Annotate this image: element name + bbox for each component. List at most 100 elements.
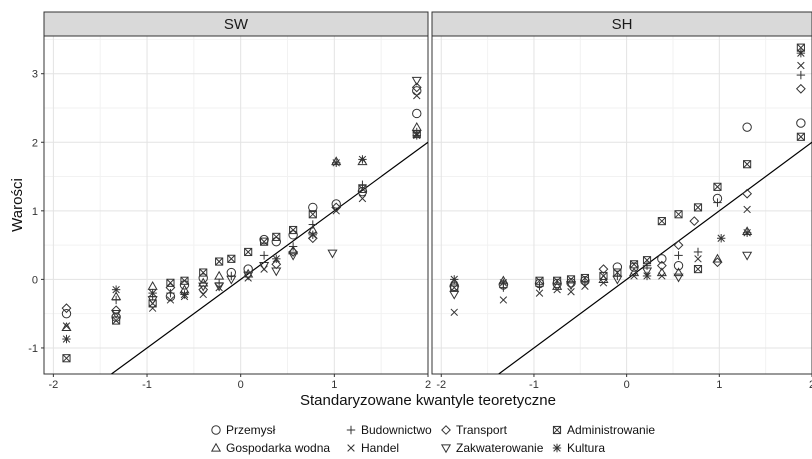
panel-points	[61, 76, 422, 363]
legend-label: Budownictwo	[361, 423, 432, 437]
point-triangle-down	[411, 76, 422, 86]
legend-label: Administrowanie	[567, 423, 655, 437]
point-diamond	[307, 233, 318, 244]
legend-item: Zakwaterowanie	[440, 441, 544, 455]
point-diamond	[656, 260, 667, 271]
x-tick-label: 2	[809, 379, 812, 391]
point-cross	[535, 289, 544, 297]
point-asterisk	[308, 230, 317, 240]
point-circle	[179, 280, 190, 290]
point-circle	[271, 236, 281, 247]
point-circle	[331, 199, 341, 209]
point-triangle-down	[440, 444, 452, 454]
point-circle	[357, 186, 368, 197]
point-square-x	[289, 225, 298, 235]
point-plus	[499, 283, 508, 292]
panel-background	[432, 36, 812, 374]
point-cross	[148, 304, 157, 312]
reference-line	[498, 141, 812, 374]
facet-title: SW	[224, 16, 249, 33]
legend-label: Zakwaterowanie	[456, 441, 544, 455]
point-square-x	[674, 210, 683, 219]
point-square-x	[215, 257, 224, 266]
point-triangle-down	[271, 267, 282, 277]
point-asterisk	[796, 48, 806, 58]
point-circle	[552, 278, 562, 289]
point-square-x	[308, 210, 317, 219]
point-asterisk	[332, 158, 341, 168]
grid-layer	[44, 36, 812, 374]
point-triangle-down	[214, 282, 225, 292]
point-asterisk	[180, 290, 189, 299]
point-circle	[61, 308, 72, 319]
point-circle	[629, 262, 639, 272]
point-plus	[111, 295, 121, 305]
point-cross	[199, 290, 207, 299]
facet-strips: SW SH	[43, 11, 812, 37]
point-triangle	[673, 267, 684, 277]
point-diamond	[111, 305, 122, 316]
point-circle	[198, 273, 208, 283]
legend-item: Handel	[347, 441, 399, 455]
minor-gridlines	[44, 36, 428, 374]
point-triangle	[243, 268, 254, 278]
x-axis-title: Standaryzowane kwantyle teoretyczne	[300, 392, 556, 409]
x-tick-label: 2	[425, 379, 431, 391]
point-cross	[743, 205, 751, 214]
point-cross	[450, 308, 458, 317]
point-circle	[165, 291, 176, 302]
point-cross	[694, 255, 702, 263]
x-tick-label: -1	[142, 379, 152, 391]
point-asterisk	[742, 228, 752, 237]
x-tick-label: -2	[436, 379, 446, 391]
point-triangle	[712, 253, 723, 263]
point-triangle	[357, 156, 368, 166]
facet-title: SH	[612, 16, 633, 33]
point-triangle-down	[673, 273, 684, 283]
point-circle	[449, 281, 459, 291]
point-plus	[796, 70, 806, 80]
point-plus	[259, 251, 269, 260]
reference-lines	[111, 141, 812, 374]
legend-item: Przemysł	[211, 423, 276, 437]
point-cross	[347, 444, 355, 452]
point-cross	[553, 285, 561, 294]
point-cross	[332, 207, 340, 215]
point-circle	[243, 264, 253, 274]
point-cross	[581, 282, 589, 290]
y-tick-label: 3	[32, 69, 38, 81]
point-cross	[499, 296, 508, 304]
point-square-x	[552, 425, 562, 435]
legend-label: Transport	[456, 423, 508, 437]
point-triangle-down	[147, 296, 158, 306]
legend-item: Kultura	[552, 441, 605, 455]
point-circle	[566, 278, 576, 288]
reference-line	[111, 141, 428, 374]
data-points	[61, 43, 806, 363]
point-plus	[308, 220, 317, 229]
point-triangle-down	[742, 251, 753, 261]
point-cross	[630, 272, 638, 280]
point-circle	[612, 262, 623, 272]
point-circle	[796, 118, 806, 128]
x-tick-label: 0	[238, 379, 244, 391]
point-square-x	[244, 247, 253, 257]
y-tick-label: -1	[28, 343, 38, 355]
point-triangle-down	[111, 310, 122, 319]
point-square-x	[112, 316, 121, 325]
point-circle	[673, 260, 684, 271]
point-plus	[674, 251, 683, 260]
point-triangle-down	[327, 249, 338, 259]
point-diamond	[795, 83, 806, 94]
y-tick-label: 0	[32, 274, 38, 286]
point-diamond	[598, 264, 609, 275]
point-triangle-down	[612, 275, 623, 285]
point-square-x	[713, 182, 722, 191]
point-cross	[215, 283, 223, 292]
x-tick-label: -2	[48, 379, 58, 391]
point-square-x	[657, 217, 666, 226]
point-diamond	[61, 303, 72, 314]
point-circle	[742, 122, 752, 132]
point-triangle-down	[288, 251, 299, 261]
